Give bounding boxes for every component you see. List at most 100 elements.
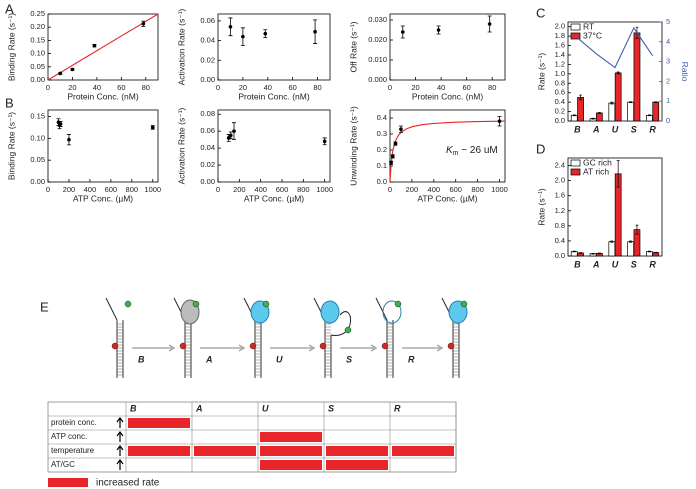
y2-tick-label: 2 — [666, 76, 670, 85]
point — [322, 139, 327, 144]
step-label: S — [346, 354, 352, 364]
y-tick-label: 0.08 — [200, 109, 215, 118]
x-tick-label: 200 — [63, 185, 76, 194]
y-tick-label: 2.0 — [555, 22, 565, 31]
x-tick-label: 0 — [46, 185, 50, 194]
y2-tick-label: 0 — [666, 116, 670, 125]
y-tick-label: 1.6 — [555, 191, 565, 200]
error-bar — [647, 250, 651, 253]
x-tick-label: 600 — [276, 185, 289, 194]
x-tick-label: 1000 — [144, 185, 161, 194]
point — [389, 161, 393, 165]
dna-part — [262, 300, 270, 308]
y-tick-label: 1.2 — [555, 206, 565, 215]
y2-tick-label: 3 — [666, 57, 670, 66]
y-tick-label: 0.10 — [30, 133, 45, 142]
x-tick-label: 40 — [437, 83, 445, 92]
arrow — [270, 344, 316, 352]
arrow — [132, 344, 176, 352]
table-header: R — [394, 403, 401, 413]
x-tick-label: 600 — [449, 185, 462, 194]
point — [232, 129, 236, 133]
legend-swatch — [570, 32, 581, 40]
y-tick-label: 0.06 — [200, 16, 215, 25]
y-tick-label: 0.2 — [555, 107, 565, 116]
y-tick-label: 0.000 — [368, 75, 387, 84]
y2-tick-label: 1 — [666, 96, 670, 105]
y-tick-label: 1.4 — [555, 50, 565, 59]
table-header: U — [262, 403, 269, 413]
dna-part — [330, 311, 351, 336]
increased-cell — [260, 460, 322, 470]
x-tick-label: R — [649, 259, 656, 269]
x-axis-label: Protein Conc. (nM) — [412, 91, 483, 101]
x-tick-label: 0 — [388, 83, 392, 92]
dna-icon — [105, 297, 132, 378]
table-header: A — [195, 403, 203, 413]
bar — [596, 112, 603, 122]
y-tick-label: 0.0 — [377, 177, 387, 186]
x-axis-label: ATP Conc. (µM) — [73, 193, 133, 203]
x-tick-label: U — [612, 124, 619, 134]
y-tick-label: 0.04 — [200, 143, 215, 152]
arrow — [200, 344, 246, 352]
row-label: ATP conc. — [51, 432, 87, 441]
y-tick-label: 0.15 — [30, 112, 45, 121]
line-series — [577, 26, 654, 69]
x-axis-label: ATP Conc. (µM) — [417, 193, 477, 203]
x-tick-label: 0 — [46, 83, 50, 92]
error-bar — [597, 252, 601, 255]
y-tick-label: 0.4 — [555, 97, 565, 106]
dna-part — [320, 300, 340, 324]
error-bar — [629, 101, 633, 103]
point — [436, 28, 441, 32]
table-header: S — [328, 403, 334, 413]
y-axis-label: Activation Rate (s⁻¹) — [176, 107, 186, 184]
y-axis-label: Binding Rate (s⁻¹) — [6, 112, 16, 180]
y-tick-label: 2.0 — [555, 176, 565, 185]
increased-cell — [326, 460, 388, 470]
point — [399, 127, 403, 131]
increased-cell — [260, 432, 322, 442]
x-tick-label: 400 — [254, 185, 267, 194]
error-bar — [579, 94, 583, 101]
x-tick-label: 800 — [297, 185, 310, 194]
point — [150, 125, 155, 130]
error-bar — [647, 114, 651, 117]
point — [313, 29, 317, 34]
dna-icon — [313, 297, 352, 378]
legend-swatch — [570, 23, 581, 31]
plot-frame — [217, 109, 331, 183]
row-label: temperature — [51, 446, 95, 455]
legend-label: 37°C — [583, 30, 602, 40]
step-label: R — [408, 354, 415, 364]
up-arrow — [116, 445, 124, 456]
dna-part — [447, 342, 455, 350]
x-axis-label: Protein Conc. (nM) — [238, 91, 309, 101]
error-bar — [629, 240, 633, 243]
up-arrow — [116, 459, 124, 470]
error-bar — [654, 101, 658, 103]
dna-part — [375, 297, 388, 321]
y-tick-label: 0.10 — [30, 49, 45, 58]
x-tick-label: A — [592, 259, 600, 269]
y-tick-label: 0.2 — [377, 145, 387, 154]
error-bar — [572, 114, 576, 117]
error-bar — [610, 101, 614, 105]
point — [228, 25, 233, 29]
y-tick-label: 0.6 — [555, 88, 565, 97]
dna-icon — [441, 297, 468, 378]
y-tick-label: 0.8 — [555, 221, 565, 230]
y-tick-label: 0.05 — [30, 62, 45, 71]
y-tick-label: 0.02 — [200, 55, 215, 64]
x-tick-label: S — [631, 259, 637, 269]
y-axis-label: Rate (s⁻¹) — [536, 188, 546, 226]
dna-icon — [375, 297, 402, 378]
x-tick-label: 40 — [264, 83, 272, 92]
bar — [627, 101, 634, 122]
x-tick-label: 60 — [117, 83, 125, 92]
x-tick-label: 80 — [313, 83, 321, 92]
legend-swatch — [570, 168, 581, 176]
x-tick-label: 400 — [84, 185, 97, 194]
dna-icon — [173, 297, 200, 378]
